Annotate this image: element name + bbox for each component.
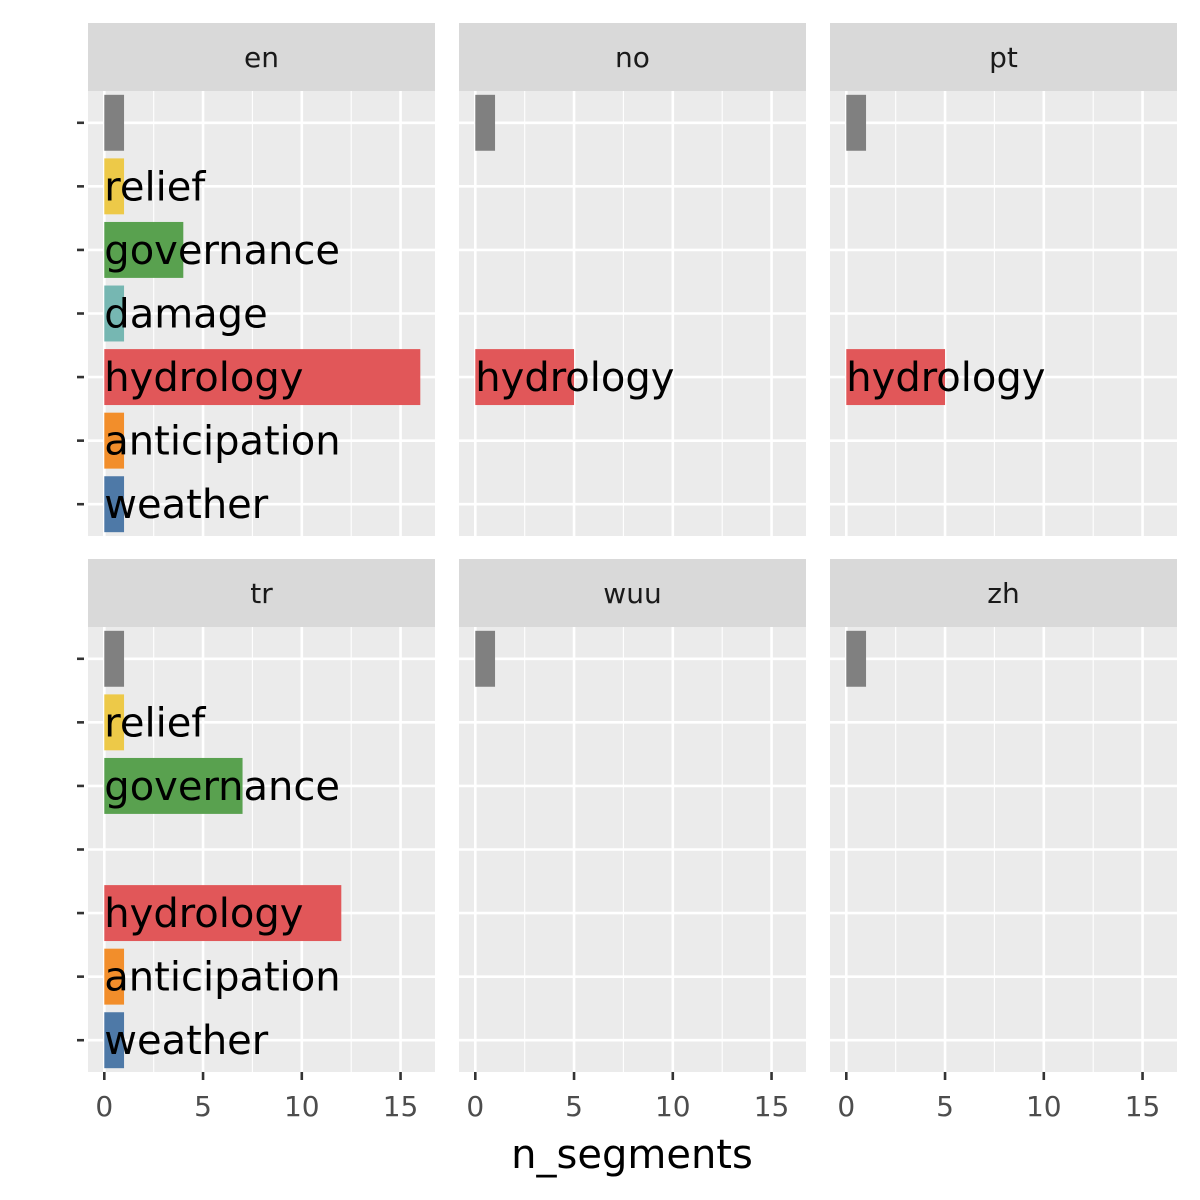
facet-tr-bar-blank [104, 630, 125, 687]
facet-tr-bar-label-relief: relief [104, 700, 206, 746]
facet-zh-x-tick-label: 5 [936, 1090, 954, 1123]
facet-pt-bar-blank [846, 94, 867, 151]
facet-en-bar-label-relief: relief [104, 164, 206, 210]
facet-wuu-strip [459, 559, 806, 627]
facet-en-bar-damage [104, 285, 125, 342]
facet-tr-x-tick-label: 0 [95, 1090, 113, 1123]
facet-tr-x-tick-label: 10 [284, 1090, 320, 1123]
facet-en-strip-label: en [244, 41, 279, 74]
facet-wuu-bar-blank [475, 630, 496, 687]
facet-en-bar-blank [104, 94, 125, 151]
facet-zh-x-tick-label: 0 [837, 1090, 855, 1123]
facet-pt-strip [830, 23, 1177, 91]
facet-tr-x-tick-label: 5 [194, 1090, 212, 1123]
facet-en-bar-label-anticipation: anticipation [104, 419, 340, 465]
facet-en-bar-label-damage: damage [104, 292, 267, 338]
facet-en-bar-label-governance: governance [104, 228, 340, 274]
facet-no-bar-blank [475, 94, 496, 151]
facet-zh-strip-label: zh [987, 577, 1019, 610]
facet-tr-x-tick-label: 15 [383, 1090, 419, 1123]
facet-en-bar-label-hydrology: hydrology [104, 355, 303, 401]
x-axis-title: n_segments [511, 1132, 753, 1178]
facet-en-strip [88, 23, 435, 91]
facet-pt-strip-label: pt [989, 41, 1018, 74]
facet-wuu-x-tick-label: 0 [466, 1090, 484, 1123]
facet-wuu-strip-label: wuu [603, 577, 661, 610]
facet-tr-bar-relief [104, 694, 125, 751]
facet-en-bar-relief [104, 158, 125, 215]
facet-zh-x-tick-label: 10 [1026, 1090, 1062, 1123]
facet-tr-bar-hydrology [104, 885, 342, 942]
facet-tr-bar-weather [104, 1012, 125, 1069]
facet-no-strip-label: no [615, 41, 650, 74]
facet-wuu-x-tick-label: 5 [565, 1090, 583, 1123]
facet-tr-bar-label-governance: governance [104, 764, 340, 810]
facet-tr-bar-governance [104, 757, 243, 814]
facet-no-strip [459, 23, 806, 91]
facet-wuu-x-tick-label: 15 [754, 1090, 790, 1123]
facet-en-bar-hydrology [104, 349, 421, 406]
facet-no-bar-label-hydrology: hydrology [475, 355, 674, 401]
facet-tr-bar-label-anticipation: anticipation [104, 955, 340, 1001]
facet-pt-bar-label-hydrology: hydrology [846, 355, 1045, 401]
facet-en-bar-governance [104, 221, 184, 278]
facet-zh-bar-blank [846, 630, 867, 687]
facet-tr-strip-label: tr [250, 577, 273, 610]
facet-wuu-x-tick-label: 10 [655, 1090, 691, 1123]
facet-tr-strip [88, 559, 435, 627]
facet-tr-bar-label-weather: weather [104, 1018, 268, 1064]
facet-en-bar-label-weather: weather [104, 482, 268, 528]
facet-en-bar-weather [104, 476, 125, 533]
facet-tr-bar-anticipation [104, 948, 125, 1005]
facet-tr-bar-label-hydrology: hydrology [104, 891, 303, 937]
facet-pt-bar-hydrology [846, 349, 946, 406]
facet-zh-strip [830, 559, 1177, 627]
facet-zh-x-tick-label: 15 [1125, 1090, 1161, 1123]
facet-en-bar-anticipation [104, 412, 125, 469]
facet-no-bar-hydrology [475, 349, 575, 406]
